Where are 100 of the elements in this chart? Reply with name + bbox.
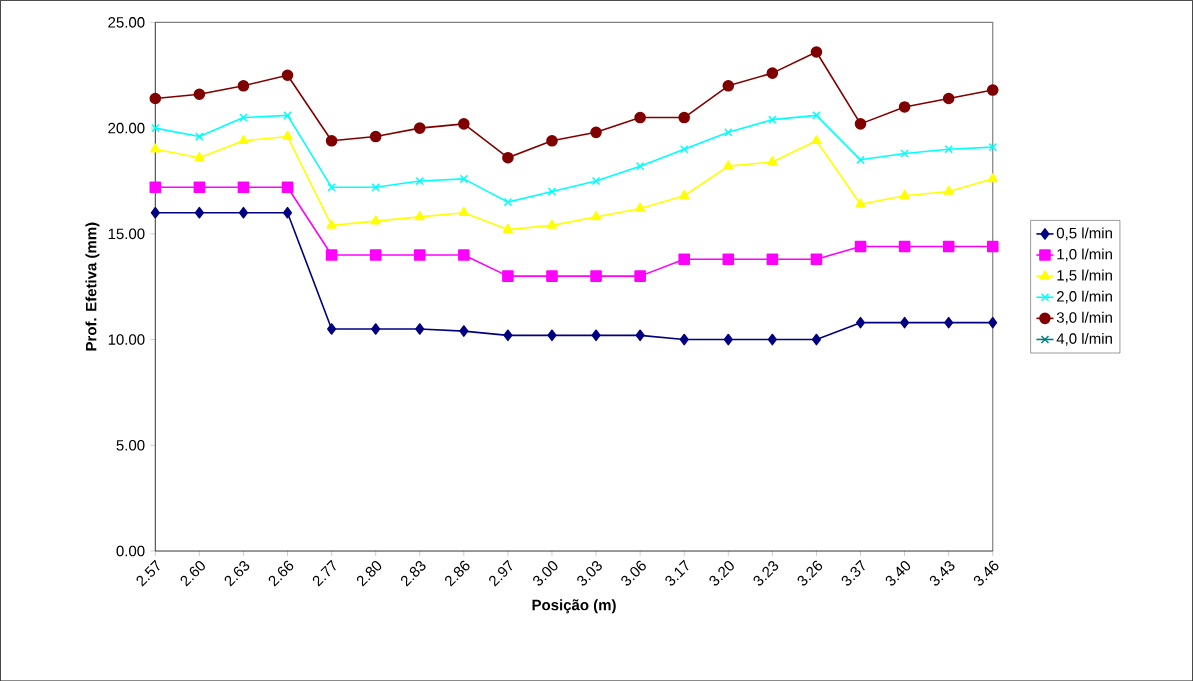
point xyxy=(722,79,735,92)
point xyxy=(239,113,248,122)
point xyxy=(149,181,162,193)
point xyxy=(149,92,162,105)
point xyxy=(766,67,779,79)
point xyxy=(458,249,470,261)
point xyxy=(899,189,910,199)
legend-label: 0,5 l/min xyxy=(1056,227,1112,240)
point xyxy=(546,219,558,229)
point xyxy=(546,270,558,282)
point xyxy=(854,117,867,130)
point xyxy=(590,270,602,282)
point xyxy=(768,115,777,124)
point xyxy=(811,333,821,346)
y-tick-label: 5.00 xyxy=(116,439,145,451)
point xyxy=(944,316,954,329)
point xyxy=(724,127,733,137)
point xyxy=(547,187,557,196)
point xyxy=(283,110,292,120)
point xyxy=(635,202,646,212)
point xyxy=(237,181,250,193)
x-tick-label: 3.20 xyxy=(709,560,734,586)
point xyxy=(591,329,601,341)
point xyxy=(942,92,955,105)
point xyxy=(327,323,337,335)
point xyxy=(635,161,645,171)
point xyxy=(810,46,823,58)
point xyxy=(195,132,204,141)
point xyxy=(723,160,734,170)
point xyxy=(371,323,381,335)
point xyxy=(900,149,909,158)
point xyxy=(988,142,998,152)
point xyxy=(986,84,999,96)
point xyxy=(327,182,336,192)
point xyxy=(459,325,469,337)
point xyxy=(546,134,558,147)
point xyxy=(503,197,513,207)
point xyxy=(856,155,865,164)
point xyxy=(678,111,691,124)
point xyxy=(325,134,338,147)
point xyxy=(282,130,293,140)
point xyxy=(325,249,338,261)
point xyxy=(237,79,250,92)
legend-label: 3,0 l/min xyxy=(1056,311,1112,325)
point xyxy=(458,206,469,216)
x-tick-label: 3.00 xyxy=(533,560,558,586)
point xyxy=(281,181,294,193)
point xyxy=(590,126,602,138)
point xyxy=(943,185,954,195)
point xyxy=(591,176,601,186)
point xyxy=(898,240,911,253)
point xyxy=(944,144,953,154)
point xyxy=(151,123,160,133)
point xyxy=(281,69,294,81)
point xyxy=(238,134,249,144)
point xyxy=(194,206,204,219)
y-tick-label: 10.00 xyxy=(108,334,145,345)
x-tick-label: 3.43 xyxy=(929,560,955,586)
point xyxy=(326,219,337,229)
point xyxy=(502,151,514,164)
point xyxy=(634,111,646,124)
y-tick-label: 0.00 xyxy=(116,545,145,557)
legend-label: 2,0 l/min xyxy=(1057,290,1112,304)
point xyxy=(413,249,426,261)
point xyxy=(634,270,646,282)
point xyxy=(679,189,690,199)
point xyxy=(898,101,911,113)
point xyxy=(590,210,602,221)
point xyxy=(193,181,206,193)
point xyxy=(723,333,733,346)
y-tick-label: 20.00 xyxy=(108,122,145,134)
y-tick-label: 15.00 xyxy=(108,228,145,239)
point xyxy=(854,240,867,253)
legend-label: 4,0 l/min xyxy=(1056,332,1112,346)
point xyxy=(942,240,955,253)
legend-label: 1,0 l/min xyxy=(1057,248,1112,262)
point xyxy=(150,143,161,153)
point xyxy=(855,198,866,208)
point xyxy=(722,253,735,265)
point xyxy=(635,329,645,341)
point xyxy=(369,249,382,261)
point xyxy=(679,144,689,154)
x-tick-label: 3.23 xyxy=(753,560,779,586)
point xyxy=(766,253,779,265)
point xyxy=(371,182,380,192)
point xyxy=(194,151,205,161)
point xyxy=(150,206,160,219)
point xyxy=(502,223,514,233)
point xyxy=(458,117,470,130)
point xyxy=(767,333,777,346)
point xyxy=(503,329,513,341)
point xyxy=(369,130,382,143)
x-axis-title: Posição (m) xyxy=(532,599,616,614)
x-tick-label: 3.03 xyxy=(577,560,602,586)
point xyxy=(413,122,426,134)
point xyxy=(193,88,206,100)
point xyxy=(812,110,821,120)
point xyxy=(988,316,998,329)
point xyxy=(459,174,469,183)
point xyxy=(811,134,822,144)
